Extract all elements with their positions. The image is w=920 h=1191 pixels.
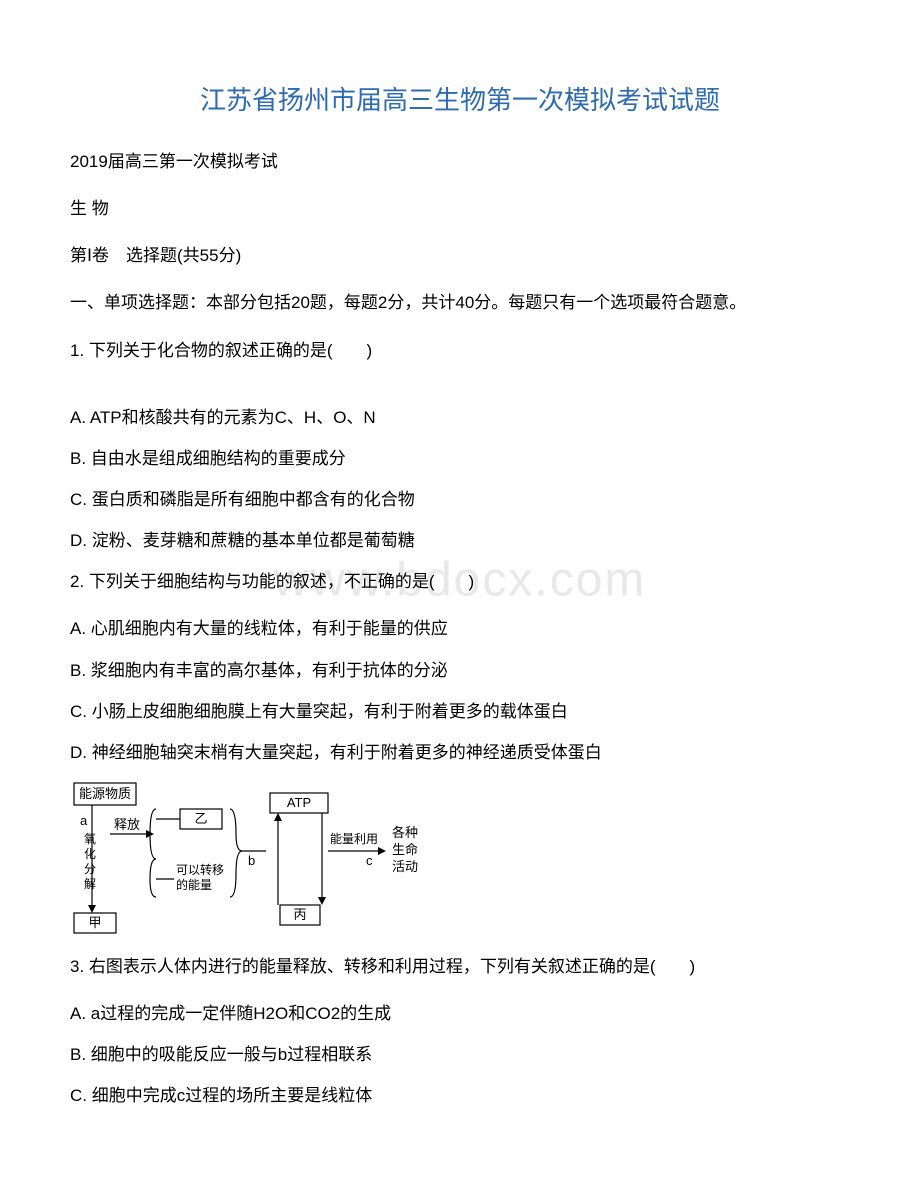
diagram-release-label: 释放	[114, 817, 140, 832]
page-title: 江苏省扬州市届高三生物第一次模拟考试试题	[70, 80, 850, 117]
header-line-3: 第Ⅰ卷 选择题(共55分)	[70, 239, 850, 272]
diagram-transfer-1: 可以转移	[176, 862, 224, 877]
diagram-label-c: c	[366, 853, 373, 868]
q2-option-b: B. 浆细胞内有丰富的高尔基体，有利于抗体的分泌	[70, 654, 850, 687]
q3-option-b: B. 细胞中的吸能反应一般与b过程相联系	[70, 1038, 850, 1071]
diagram-activities-3: 活动	[392, 859, 418, 874]
document-content: 江苏省扬州市届高三生物第一次模拟考试试题 2019届高三第一次模拟考试 生 物 …	[70, 80, 850, 1113]
diagram-activities-1: 各种	[392, 825, 418, 840]
diagram-bing-label: 丙	[293, 907, 306, 922]
diagram-oxid-1: 氧	[84, 832, 96, 846]
diagram-oxid-2: 化	[84, 847, 96, 861]
spacer	[70, 381, 850, 401]
header-line-1: 2019届高三第一次模拟考试	[70, 145, 850, 178]
diagram-energy-use-label: 能量利用	[330, 832, 378, 846]
q1-option-b: B. 自由水是组成细胞结构的重要成分	[70, 442, 850, 475]
section-instruction: 一、单项选择题：本部分包括20题，每题2分，共计40分。每题只有一个选项最符合题…	[70, 286, 850, 319]
q2-option-d: D. 神经细胞轴突末梢有大量突起，有利于附着更多的神经递质受体蛋白	[70, 736, 850, 769]
q1-option-c: C. 蛋白质和磷脂是所有细胞中都含有的化合物	[70, 483, 850, 516]
q2-option-a: A. 心肌细胞内有大量的线粒体，有利于能量的供应	[70, 612, 850, 645]
diagram-activities-2: 生命	[392, 842, 418, 857]
q3-option-a: A. a过程的完成一定伴随H2O和CO2的生成	[70, 997, 850, 1030]
q3-option-c: C. 细胞中完成c过程的场所主要是线粒体	[70, 1079, 850, 1112]
q3-stem: 3. 右图表示人体内进行的能量释放、转移和利用过程，下列有关叙述正确的是( )	[70, 950, 850, 983]
diagram-yi-label: 乙	[194, 811, 207, 826]
diagram-oxid-4: 解	[84, 877, 96, 891]
q1-option-d: D. 淀粉、麦芽糖和蔗糖的基本单位都是葡萄糖	[70, 524, 850, 557]
q2-stem: 2. 下列关于细胞结构与功能的叙述，不正确的是( )	[70, 565, 850, 598]
diagram-source-label: 能源物质	[79, 786, 131, 801]
q2-option-c: C. 小肠上皮细胞细胞膜上有大量突起，有利于附着更多的载体蛋白	[70, 695, 850, 728]
diagram-svg: 能源物质 a 氧 化 分 解 释放 甲 乙 可以转移 的能	[70, 779, 450, 939]
diagram-jia-label: 甲	[88, 915, 101, 930]
q1-stem: 1. 下列关于化合物的叙述正确的是( )	[70, 334, 850, 367]
diagram-transfer-2: 的能量	[176, 877, 212, 892]
header-line-2: 生 物	[70, 192, 850, 225]
diagram-oxid-3: 分	[84, 862, 96, 876]
diagram-label-b: b	[248, 853, 255, 868]
diagram-atp-label: ATP	[287, 795, 311, 810]
diagram-label-a: a	[80, 813, 88, 828]
q1-option-a: A. ATP和核酸共有的元素为C、H、O、N	[70, 401, 850, 434]
energy-diagram: 能源物质 a 氧 化 分 解 释放 甲 乙 可以转移 的能	[70, 779, 850, 944]
